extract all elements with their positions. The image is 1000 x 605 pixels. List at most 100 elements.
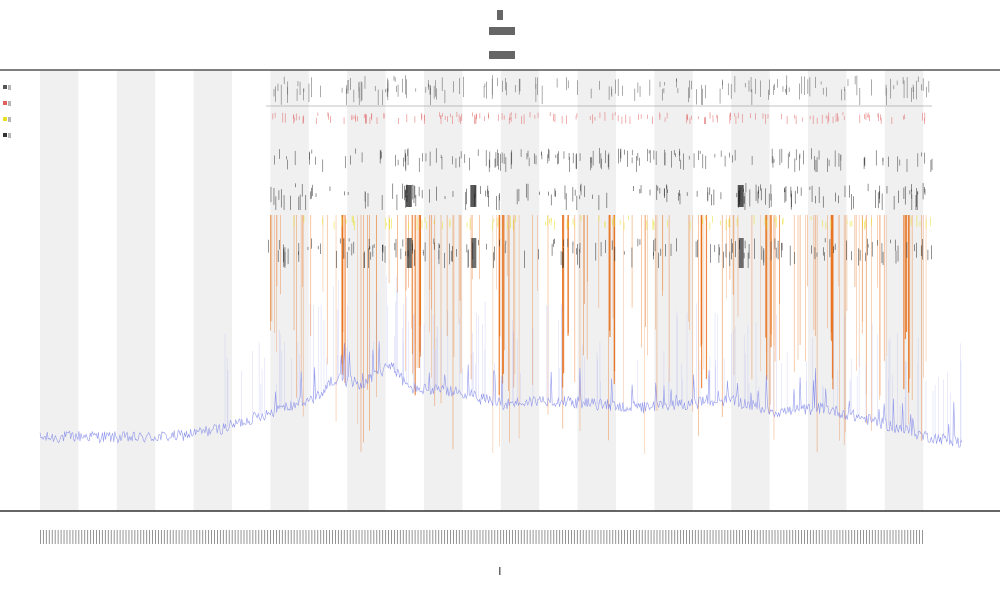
x-tick-label	[739, 530, 741, 544]
x-tick-label	[54, 530, 56, 544]
x-tick-label	[470, 530, 472, 544]
x-tick-label	[66, 530, 68, 544]
x-tick-label	[379, 530, 381, 544]
spike-series	[270, 215, 927, 454]
x-tick-label	[78, 530, 80, 544]
x-tick-label	[683, 530, 684, 544]
x-tick-label	[809, 530, 811, 544]
legend-label	[8, 133, 11, 138]
x-tick-label	[252, 530, 254, 544]
x-tick-label	[329, 530, 330, 544]
x-tick-label	[641, 530, 643, 544]
x-tick-label	[830, 530, 832, 544]
x-tick-label	[367, 530, 369, 544]
x-tick-label	[234, 530, 236, 544]
x-tick-label	[851, 530, 853, 544]
x-tick-label	[402, 530, 404, 544]
track-cluster	[738, 238, 744, 268]
track-cluster	[471, 238, 477, 268]
x-tick-label	[659, 530, 661, 544]
x-tick-label	[72, 530, 74, 544]
x-tick-label	[190, 530, 192, 544]
x-tick-label	[243, 530, 245, 544]
x-tick-label	[417, 530, 419, 544]
x-tick-label	[609, 530, 611, 544]
axes	[0, 69, 1000, 512]
x-tick-label	[559, 530, 561, 544]
x-tick-label	[482, 530, 484, 544]
x-axis-label	[499, 567, 501, 575]
x-tick-label	[606, 530, 608, 544]
x-tick-label	[689, 530, 690, 544]
x-tick-label	[762, 530, 764, 544]
x-tick-label	[910, 530, 912, 544]
x-tick-label	[214, 530, 215, 544]
x-tick-label	[45, 530, 47, 544]
x-tick-label	[184, 530, 186, 544]
track-cluster	[406, 238, 412, 268]
x-tick-label	[603, 530, 605, 544]
x-tick-label	[535, 530, 537, 544]
x-tick-label	[547, 530, 549, 544]
track-cluster	[405, 185, 412, 207]
x-tick-label	[48, 530, 50, 544]
x-tick-label	[116, 530, 118, 544]
x-tick-label	[517, 530, 519, 544]
x-tick-label	[225, 530, 227, 544]
x-tick-label	[140, 530, 142, 544]
x-tick-label	[261, 530, 263, 544]
x-tick-label	[668, 530, 670, 544]
x-tick-label	[871, 530, 873, 544]
x-tick-label	[600, 530, 602, 544]
x-tick-label	[337, 530, 339, 544]
x-tick-label	[529, 530, 531, 544]
x-tick-label	[134, 530, 136, 544]
x-tick-label	[553, 530, 555, 544]
x-tick-label	[361, 530, 363, 544]
x-tick-label	[588, 530, 590, 544]
x-tick-label	[270, 530, 271, 544]
x-tick-label	[343, 530, 345, 544]
x-tick-label	[63, 530, 65, 544]
x-tick-label	[818, 530, 820, 544]
legend-swatch	[3, 117, 7, 121]
background-band	[424, 70, 463, 511]
x-tick-label	[656, 530, 658, 544]
x-tick-label	[497, 530, 499, 544]
x-tick-label	[414, 530, 416, 544]
x-tick-label	[57, 530, 59, 544]
x-tick-label	[42, 530, 44, 544]
x-tick-label	[544, 530, 546, 544]
x-tick-label	[84, 530, 86, 544]
chart-title-mark	[489, 27, 515, 35]
x-tick-label	[143, 530, 145, 544]
background-band	[654, 70, 693, 511]
x-tick-label	[382, 530, 384, 544]
x-tick-label	[346, 530, 348, 544]
x-tick-label	[128, 530, 130, 544]
x-tick-label	[131, 530, 133, 544]
x-tick-label	[491, 530, 493, 544]
legend-label	[8, 117, 11, 122]
x-tick-label	[152, 530, 153, 544]
x-tick-label	[742, 530, 743, 544]
x-tick-label	[187, 530, 189, 544]
x-tick-label	[370, 530, 372, 544]
x-tick-label	[246, 530, 248, 544]
x-tick-label	[158, 530, 159, 544]
x-tick-label	[302, 530, 304, 544]
x-tick-label	[733, 530, 735, 544]
x-tick-label	[299, 530, 301, 544]
legend-swatch	[3, 101, 7, 105]
x-tick-label	[96, 530, 97, 544]
x-tick-label	[857, 530, 859, 544]
x-tick-label	[624, 530, 625, 544]
x-tick-label	[296, 530, 298, 544]
x-tick-label	[467, 530, 469, 544]
x-tick-label	[901, 530, 903, 544]
x-tick-label	[476, 530, 478, 544]
x-tick-label	[550, 530, 552, 544]
x-tick-label	[523, 530, 525, 544]
x-tick-label	[618, 530, 620, 544]
x-tick-label	[565, 530, 566, 544]
